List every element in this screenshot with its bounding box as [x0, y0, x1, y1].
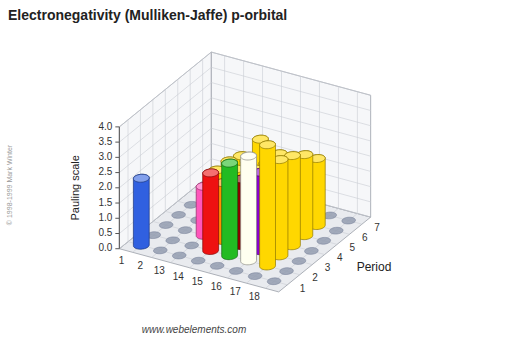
floor-dot [329, 227, 343, 234]
tick-label: 6 [362, 232, 368, 243]
axis-label: Pauling scale [69, 155, 81, 220]
background [0, 0, 509, 340]
axes-panes [119, 52, 370, 292]
tick-mark [115, 203, 119, 204]
tick-mark [115, 157, 119, 158]
grid-line [119, 67, 211, 142]
floor-dot [184, 201, 198, 208]
tick-mark [115, 126, 119, 127]
cylinder-top [222, 159, 238, 167]
tick-label: 1.5 [98, 197, 112, 208]
floor-dot [172, 212, 186, 219]
tick-label: 17 [230, 286, 242, 297]
floor-dot [159, 222, 173, 229]
tick-label: 1 [119, 255, 125, 266]
floor-dot [191, 257, 205, 264]
tick-label: 2.0 [98, 181, 112, 192]
floor-dot [229, 268, 243, 275]
cylinder-top [241, 152, 257, 160]
cylinder-bar [241, 152, 257, 265]
cylinder-top [203, 169, 219, 177]
tick-mark [115, 218, 119, 219]
grid-line [211, 52, 370, 95]
floor-dot [292, 258, 306, 265]
back-pane [119, 52, 211, 249]
cylinder-top [133, 174, 149, 182]
tick-mark [115, 172, 119, 173]
tick-label: 7 [374, 222, 380, 233]
floor-dot [267, 278, 281, 285]
tick-label: 16 [211, 281, 223, 292]
cylinder-top [260, 141, 276, 149]
tick-label: 1.0 [98, 212, 112, 223]
annotation: www.webelements.com [142, 324, 246, 335]
cylinder-side [241, 152, 257, 265]
z-axis: 0.0 0.5 1.0 1.5 2.0 2.5 3.0 3.5 4.0 Pauling scale [69, 121, 119, 254]
floor-dot [210, 262, 224, 269]
floor-dot [305, 248, 319, 255]
axis-label: Period [357, 260, 392, 274]
floor-dot [185, 242, 199, 249]
cylinder-bar [133, 174, 149, 249]
cylinder-bar [222, 159, 238, 260]
tick-label: 15 [192, 276, 204, 287]
floor-dot [172, 252, 186, 259]
tick-mark [115, 233, 119, 234]
tick-label: 4 [337, 252, 343, 263]
tick-label: 2.5 [98, 166, 112, 177]
floor-dot [280, 268, 294, 275]
y-axis: 1234567 Period [300, 222, 392, 294]
tick-label: 5 [349, 242, 355, 253]
tick-label: 0.5 [98, 227, 112, 238]
x-axis: 12131415161718 [119, 255, 261, 302]
tick-label: 1 [300, 283, 306, 294]
cylinder-side [203, 169, 219, 255]
bars [133, 135, 355, 284]
floor-dot [317, 237, 331, 244]
tick-label: 4.0 [98, 121, 112, 132]
annotation: © 1998-1999 Mark Winter [6, 144, 13, 225]
tick-label: 14 [173, 271, 185, 282]
tick-label: 2 [138, 260, 144, 271]
tick-label: 2 [312, 272, 318, 283]
floor-dot [248, 273, 262, 280]
tick-label: 18 [249, 291, 261, 302]
grid-line [119, 174, 211, 249]
grid-line [119, 52, 211, 127]
tick-mark [115, 248, 119, 249]
tick-label: 3.0 [98, 151, 112, 162]
floor-dot [342, 217, 356, 224]
floor-dot [153, 247, 167, 254]
cylinder-bar [260, 141, 276, 270]
tick-mark [115, 142, 119, 143]
cylinder-side [133, 174, 149, 249]
tick-label: 3.5 [98, 136, 112, 147]
title: Electronegativity (Mulliken-Jaffe) p-orb… [8, 7, 287, 23]
grid-line [119, 98, 211, 173]
chart: 0.0 0.5 1.0 1.5 2.0 2.5 3.0 3.5 4.0 Pauling scale… [0, 0, 509, 340]
grid [119, 52, 370, 288]
tick-mark [115, 187, 119, 188]
tick-label: 13 [154, 265, 166, 276]
grid-line [119, 113, 211, 188]
tick-label: 3 [325, 262, 331, 273]
grid-line [119, 83, 211, 158]
floor-dot [166, 237, 180, 244]
tick-label: 0.0 [98, 242, 112, 253]
floor-dot [178, 227, 192, 234]
cylinder-bar [203, 169, 219, 255]
cylinder-side [222, 159, 238, 260]
cylinder-side [260, 141, 276, 270]
